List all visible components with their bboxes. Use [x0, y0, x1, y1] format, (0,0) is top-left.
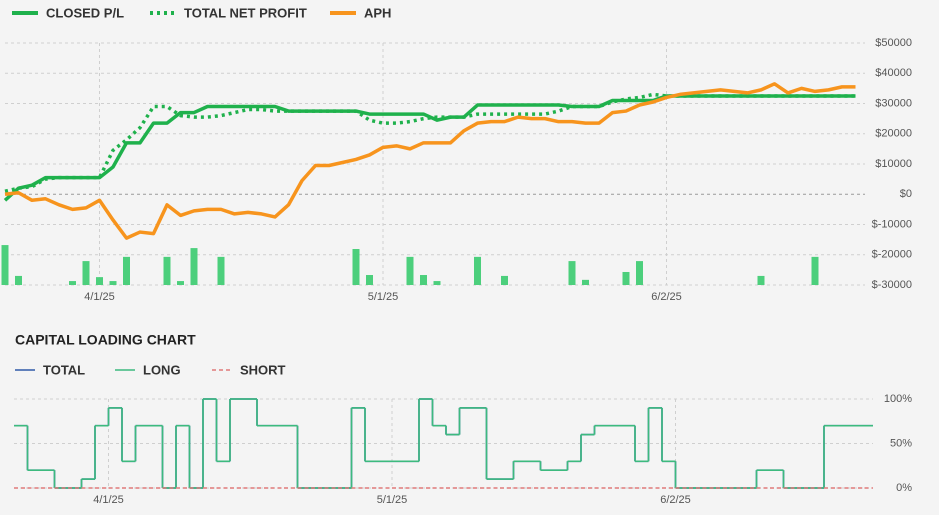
bar — [636, 261, 643, 285]
bar — [1, 245, 9, 285]
x-tick-label: 6/2/25 — [651, 291, 682, 303]
y-tick-label: $0 — [900, 188, 912, 200]
bar — [366, 275, 373, 285]
y-tick-label: $50000 — [875, 37, 912, 49]
legend-label: LONG — [143, 362, 181, 377]
legend-label: APH — [364, 5, 391, 20]
y-tick-label: $-30000 — [872, 279, 912, 291]
series-line — [4, 82, 856, 240]
y-tick-label: 100% — [884, 393, 912, 405]
bar — [568, 261, 576, 285]
bar — [109, 281, 117, 285]
y-tick-label: $-20000 — [872, 249, 912, 261]
bar — [420, 275, 427, 285]
bar — [433, 281, 441, 285]
bar — [217, 256, 225, 285]
series-line — [4, 92, 856, 193]
bar — [82, 261, 90, 285]
y-tick-label: $-10000 — [872, 218, 912, 230]
x-tick-label: 5/1/25 — [377, 494, 408, 506]
y-tick-label: 50% — [890, 437, 912, 449]
legend-label: CLOSED P/L — [46, 5, 124, 20]
x-tick-label: 4/1/25 — [93, 494, 124, 506]
x-tick-label: 4/1/25 — [84, 291, 115, 303]
legend-label: TOTAL — [43, 362, 85, 377]
legend-label: SHORT — [240, 362, 286, 377]
bar — [177, 281, 184, 285]
bar — [582, 279, 589, 285]
bar — [69, 281, 76, 285]
bar — [123, 256, 130, 285]
bar — [811, 256, 819, 285]
x-tick-label: 5/1/25 — [368, 291, 399, 303]
bar — [757, 275, 765, 285]
y-tick-label: $40000 — [875, 67, 912, 79]
bar — [622, 271, 630, 285]
bar — [190, 248, 198, 285]
y-tick-label: $20000 — [875, 128, 912, 140]
bar — [501, 275, 508, 285]
bar — [474, 256, 481, 285]
chart-title: CAPITAL LOADING CHART — [15, 332, 196, 348]
bar — [406, 256, 414, 285]
x-tick-label: 6/2/25 — [660, 494, 691, 506]
bar — [96, 277, 103, 285]
bar — [163, 256, 171, 285]
y-tick-label: 0% — [896, 482, 912, 494]
bar — [15, 275, 22, 285]
legend-label: TOTAL NET PROFIT — [184, 5, 307, 20]
bar — [352, 249, 360, 285]
y-tick-label: $30000 — [875, 97, 912, 109]
y-tick-label: $10000 — [875, 158, 912, 170]
